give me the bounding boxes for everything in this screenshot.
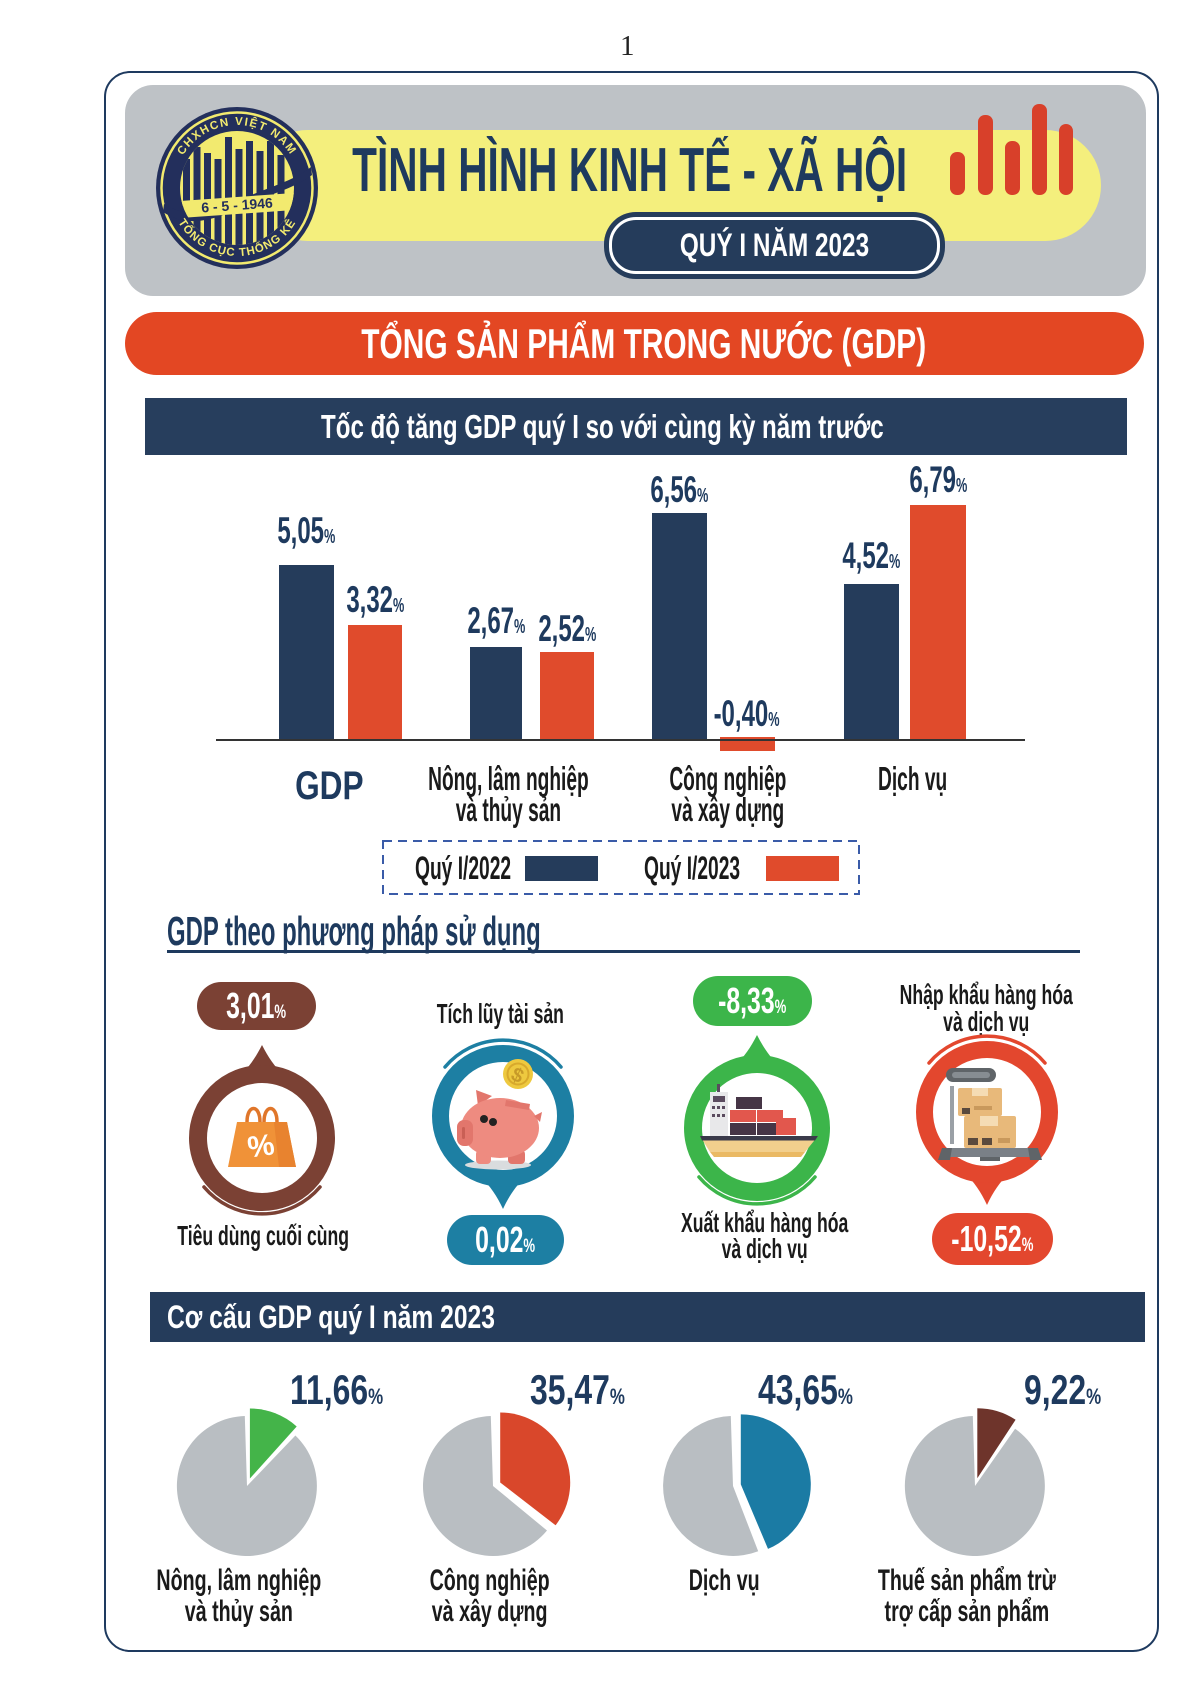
svg-text:6 - 5 - 1946: 6 - 5 - 1946 — [201, 195, 274, 216]
svg-text:%: % — [246, 1128, 277, 1164]
